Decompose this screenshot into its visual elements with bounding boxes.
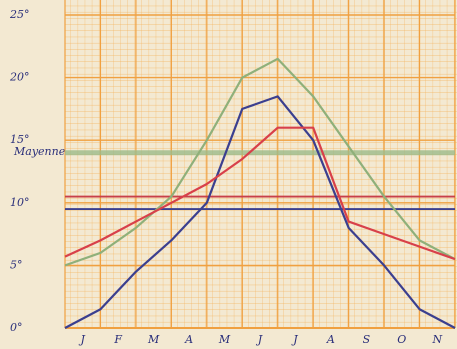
y-tick-label: 10° [10,196,30,209]
x-tick-label: S [363,333,371,346]
graph-paper [65,0,457,328]
y-tick-label: 0° [10,321,23,334]
x-tick-label: J [79,333,86,346]
x-tick-label: J [256,333,263,346]
x-tick-label: A [184,333,193,346]
x-tick-label: N [431,333,442,346]
x-tick-label: O [397,333,406,346]
x-tick-label: A [326,333,335,346]
y-tick-label: 15° [10,133,30,146]
x-tick-label: M [147,333,160,346]
x-tick-label: M [218,333,231,346]
x-tick-label: F [113,333,122,346]
x-tick-label: J [291,333,298,346]
annotation: Mayenne [13,145,66,158]
series-line [64,57,456,267]
series-line [64,126,456,261]
y-tick-label: 5° [10,258,23,271]
series-line [64,95,456,329]
y-tick-label: 20° [9,71,30,84]
y-tick-label: 25° [9,8,30,21]
